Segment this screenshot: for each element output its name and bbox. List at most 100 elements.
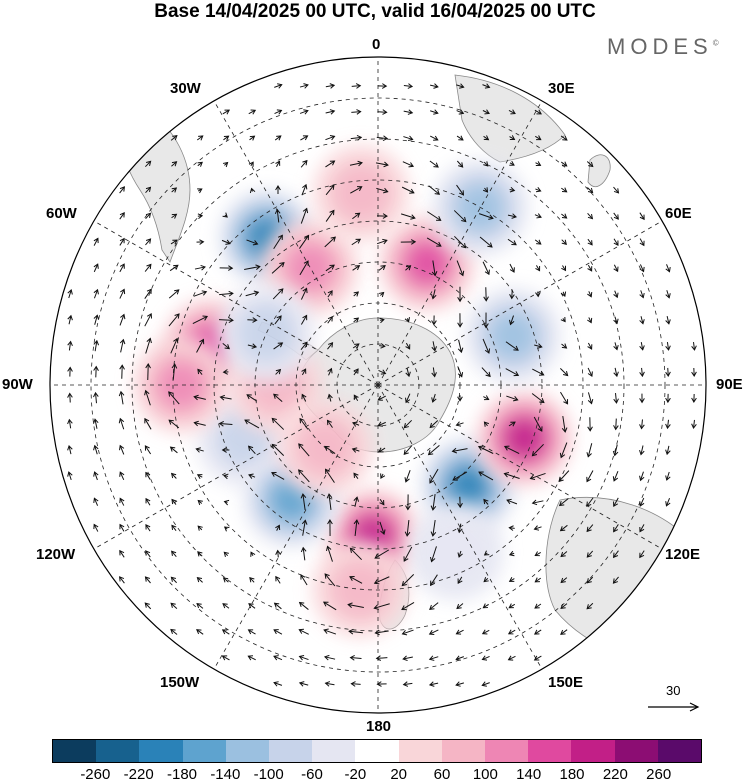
wind-vector [300, 574, 308, 586]
wind-vector [534, 551, 542, 557]
wind-vector [301, 368, 307, 376]
wind-vector [535, 265, 541, 272]
wind-vector [483, 287, 489, 302]
colorbar-swatch [182, 740, 226, 762]
wind-vector [457, 576, 463, 585]
wind-vector [379, 521, 386, 535]
wind-vector [145, 160, 152, 168]
wind-vector [244, 264, 261, 270]
wind-vector [275, 160, 281, 168]
wind-vector [535, 187, 542, 193]
wind-vector [350, 186, 363, 194]
wind-vector [325, 109, 336, 115]
wind-vector [483, 498, 489, 505]
wind-vector [430, 83, 439, 89]
meridian-line [213, 384, 379, 670]
wind-vector [221, 655, 230, 661]
wind-vector [197, 213, 204, 220]
wind-vector [352, 343, 360, 349]
brand-mark: © [712, 38, 719, 48]
wind-vector [559, 524, 568, 532]
wind-vector [349, 655, 362, 661]
wind-vector [273, 629, 283, 635]
wind-vector [457, 313, 463, 328]
colorbar-tick-label: 220 [602, 766, 628, 783]
wind-vector [373, 603, 390, 610]
colorbar-tick-label: 100 [472, 766, 498, 783]
wind-vector [613, 212, 619, 220]
wind-vector [613, 290, 619, 299]
wind-vector [171, 550, 177, 558]
wind-vector [612, 470, 619, 482]
colorbar-tick-label: -260 [80, 766, 111, 783]
wind-vector [325, 184, 335, 196]
wind-vector [665, 367, 671, 378]
wind-vector [455, 655, 464, 661]
wind-vector [250, 551, 256, 557]
wind-vector [93, 263, 99, 273]
wind-vector [324, 445, 336, 454]
wind-vector [429, 135, 439, 141]
wind-vector [401, 629, 414, 636]
wind-vector [587, 238, 593, 246]
wind-vector [271, 471, 285, 480]
wind-vector [67, 471, 73, 481]
wind-vector [586, 443, 593, 458]
wind-vector [507, 629, 516, 635]
wind-vector [378, 369, 387, 375]
wind-vector [560, 316, 566, 323]
anomaly-blob [407, 504, 504, 601]
wind-vector [503, 445, 520, 454]
wind-vector [404, 317, 410, 323]
wind-vector [377, 395, 386, 401]
wind-vector [299, 260, 309, 276]
wind-vector [248, 603, 256, 609]
wind-vector [170, 602, 178, 610]
wind-vector [534, 239, 542, 245]
wind-vector [373, 576, 390, 585]
wind-vector [353, 368, 359, 376]
wind-vector [93, 237, 99, 246]
wind-vector [561, 416, 568, 433]
wind-vector [483, 421, 490, 427]
wind-vector [534, 109, 542, 115]
wind-vector [533, 629, 542, 635]
wind-vector [587, 264, 593, 272]
wind-vector [483, 312, 489, 329]
wind-vector [691, 341, 697, 351]
wind-vector [613, 497, 619, 508]
wind-vector [197, 368, 203, 375]
wind-vector [665, 498, 671, 507]
wind-vector [587, 291, 593, 298]
wind-vector [639, 290, 645, 299]
wind-vector [587, 392, 594, 405]
wind-vector [247, 655, 256, 661]
colorbar-swatch [571, 740, 615, 762]
wind-vector [427, 211, 442, 221]
wind-vector [223, 473, 229, 480]
wind-vector [350, 135, 363, 141]
wind-vector [196, 239, 205, 245]
wind-vector [222, 212, 228, 218]
wind-vector [273, 393, 283, 403]
wind-vector [431, 341, 437, 352]
anomaly-blob [464, 287, 561, 384]
wind-vector [639, 238, 645, 247]
wind-vector [455, 681, 465, 687]
colorbar-tick-label: 140 [516, 766, 542, 783]
wind-vector [400, 213, 416, 220]
wind-vector [639, 497, 645, 507]
wind-vector [481, 681, 490, 687]
wind-vector [505, 341, 519, 351]
wind-vector [431, 393, 437, 403]
wind-vector [560, 291, 567, 298]
wind-vector [533, 525, 542, 531]
wind-vector [193, 394, 206, 401]
wind-vector [560, 629, 568, 635]
wind-vector [247, 317, 258, 323]
wind-vector [353, 496, 360, 507]
lon-label-90e: 90E [716, 376, 743, 393]
wind-vector [559, 442, 568, 459]
wind-vector [558, 470, 570, 483]
wind-vector [93, 391, 99, 404]
